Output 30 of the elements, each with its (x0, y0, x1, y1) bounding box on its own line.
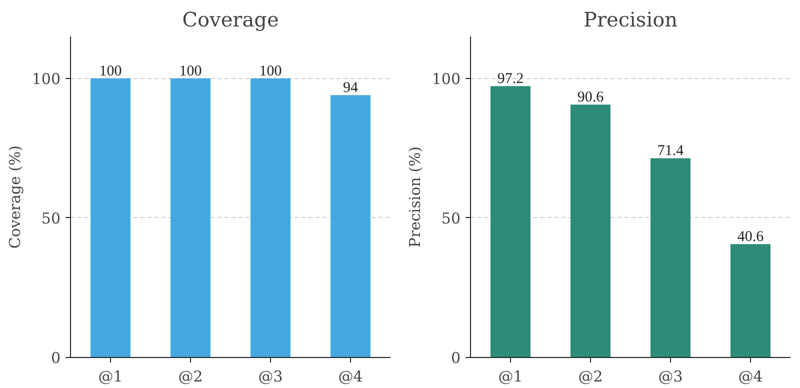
y-tick-label: 0 (450, 349, 461, 367)
y-tick-label: 100 (432, 70, 461, 88)
chart-title: Precision (583, 8, 678, 32)
y-tick-label: 50 (441, 209, 461, 228)
x-tick-label: @4 (338, 368, 363, 386)
data-label: 90.6 (577, 90, 604, 106)
x-tick-label: @1 (498, 368, 523, 386)
data-label: 100 (179, 63, 202, 80)
y-tick-label: 100 (32, 70, 61, 88)
bar (570, 104, 610, 358)
chart-title: Coverage (182, 8, 279, 32)
bar (490, 86, 530, 358)
data-label: 94 (343, 80, 358, 96)
data-label: 71.4 (657, 143, 684, 160)
x-tick-label: @4 (738, 368, 763, 386)
x-tick-label: @2 (178, 368, 203, 386)
bar (650, 158, 690, 358)
data-label: 97.2 (497, 71, 524, 88)
x-tick-label: @3 (658, 368, 683, 386)
bar (730, 244, 770, 358)
x-tick-label: @2 (578, 368, 603, 386)
data-label: 100 (259, 63, 282, 80)
y-axis-title: Precision (%) (406, 146, 424, 248)
y-tick-label: 50 (41, 209, 61, 228)
x-tick-label: @1 (98, 368, 123, 386)
data-label: 40.6 (737, 229, 764, 246)
y-tick-label: 0 (50, 349, 61, 367)
y-axis-title: Coverage (%) (6, 145, 24, 249)
data-label: 100 (99, 63, 122, 80)
x-tick-label: @3 (258, 368, 283, 386)
